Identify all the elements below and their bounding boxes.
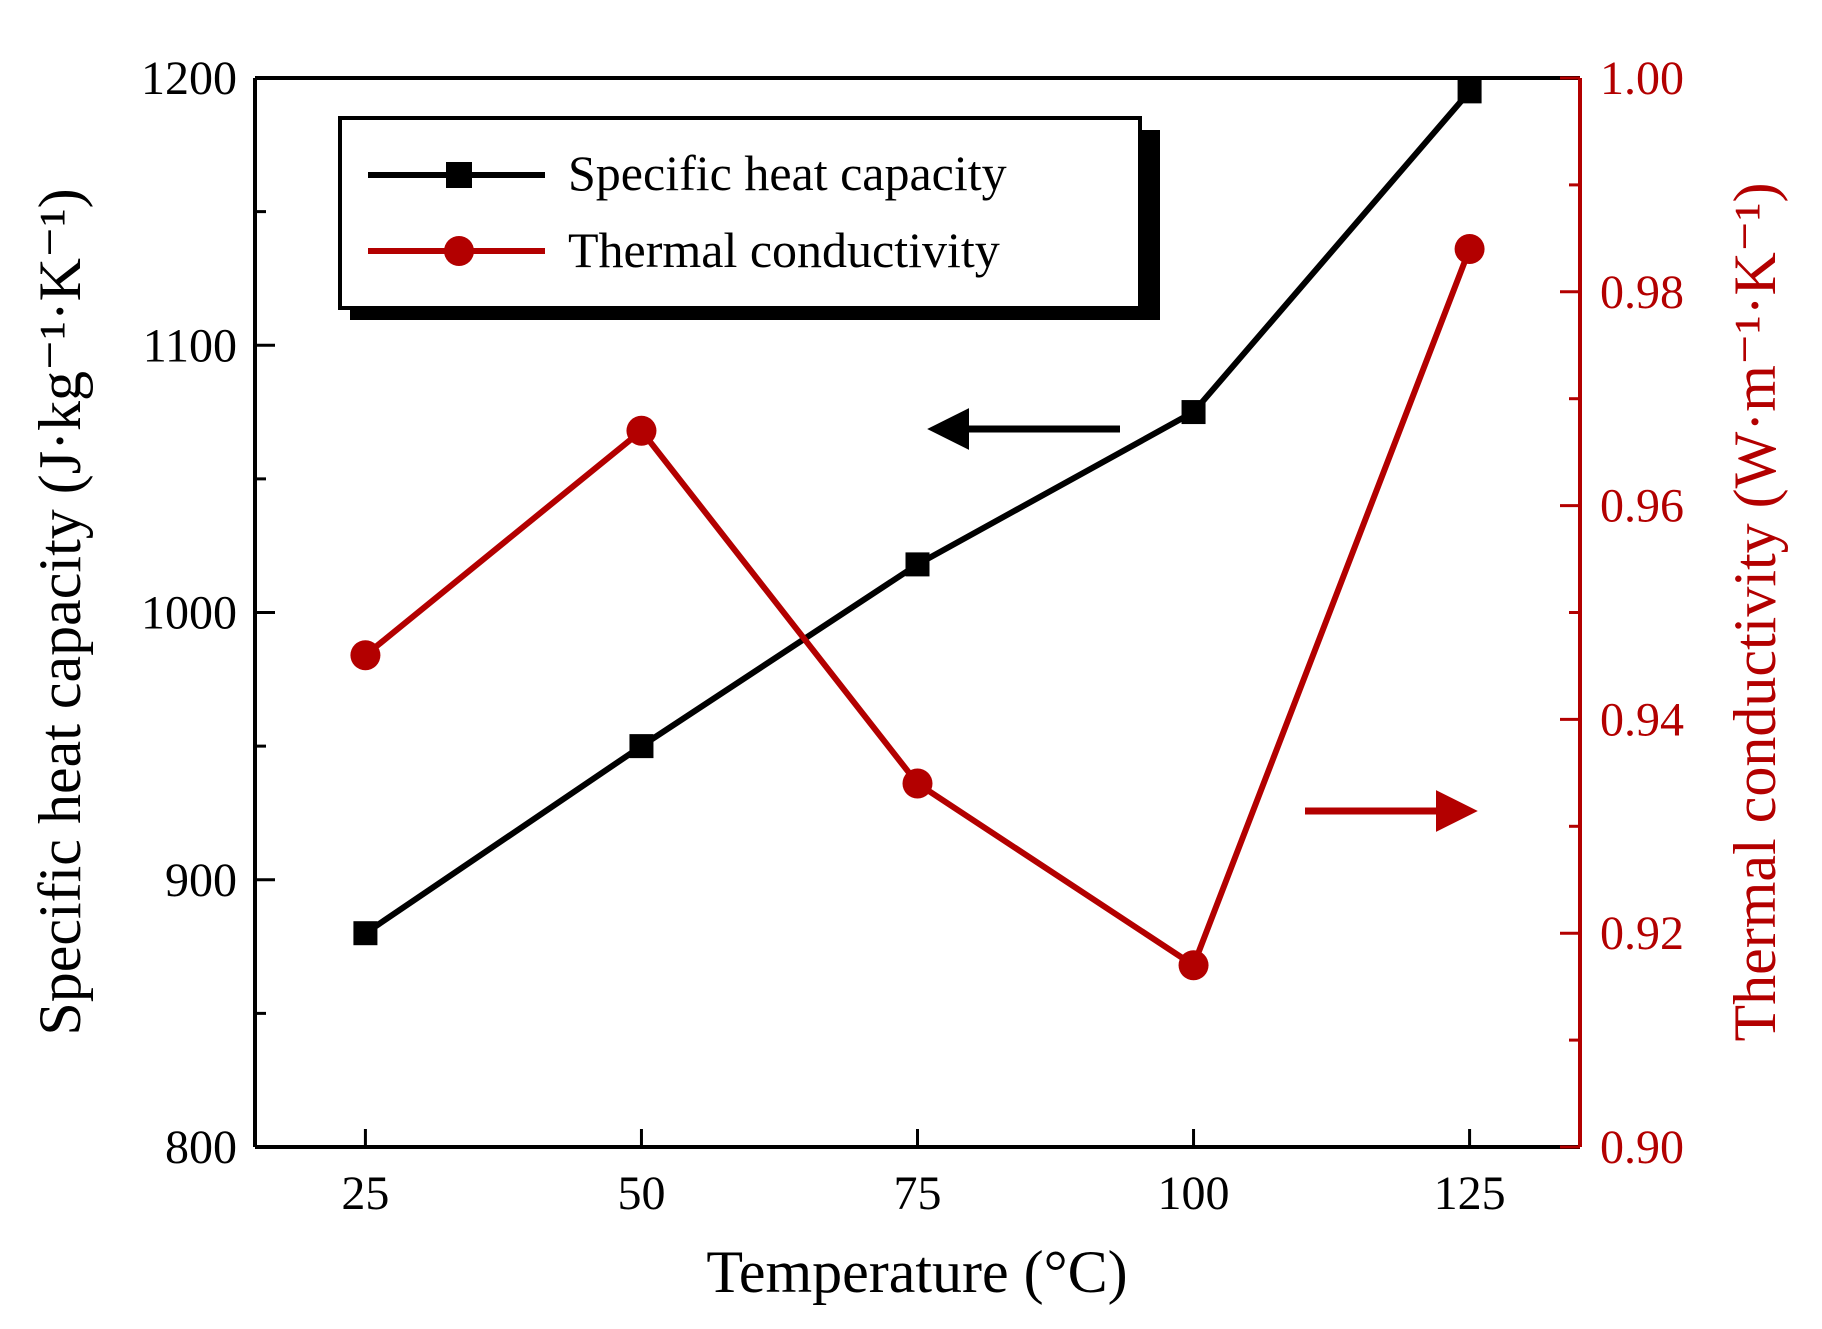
y-left-tick-label: 1100 [143,319,237,372]
y-left-tick-label: 1000 [141,587,237,640]
specific-heat-capacity-point [629,734,654,759]
specific-heat-capacity-point [1457,79,1482,104]
y-right-axis-title: Thermal conductivity (W·m⁻¹·K⁻¹) [1722,182,1788,1041]
thermal-conductivity-point [350,640,381,671]
legend: Specific heat capacity Thermal conductiv… [338,116,1160,320]
thermal-conductivity-point [626,415,657,446]
specific-heat-capacity-point [353,921,378,946]
x-tick-label: 75 [894,1167,942,1220]
y-left-tick-label: 900 [165,854,237,907]
y-left-axis-title: Specific heat capacity (J·kg⁻¹·K⁻¹) [27,188,93,1035]
y-left-tick-label: 1200 [141,52,237,105]
y-right-tick-label: 0.96 [1600,480,1684,533]
thermal-conductivity-point [1178,950,1209,981]
y-left-tick-label: 800 [165,1121,237,1174]
legend-label-thermal-conductivity: Thermal conductivity [568,222,1000,278]
y-right-tick-label: 0.90 [1600,1121,1684,1174]
thermal-conductivity-point [1454,234,1485,265]
thermal-conductivity-line [363,247,1473,970]
y-right-tick-label: 0.92 [1600,907,1684,960]
legend-marker-circle [444,236,474,266]
specific-heat-capacity-point [1181,400,1206,425]
specific-heat-capacity-point [905,552,930,577]
x-tick-label: 25 [341,1167,389,1220]
legend-box [338,116,1142,310]
x-tick-label: 100 [1158,1167,1230,1220]
x-tick-label: 125 [1434,1167,1506,1220]
x-axis-title: Temperature (°C) [706,1239,1127,1305]
legend-marker-square [446,162,472,188]
y-right-tick-label: 1.00 [1600,52,1684,105]
legend-label-specific-heat: Specific heat capacity [568,145,1007,201]
y-right-tick-label: 0.98 [1600,266,1684,319]
y-right-tick-label: 0.94 [1600,693,1684,746]
x-tick-label: 50 [617,1167,665,1220]
thermal-conductivity-point [902,768,933,799]
